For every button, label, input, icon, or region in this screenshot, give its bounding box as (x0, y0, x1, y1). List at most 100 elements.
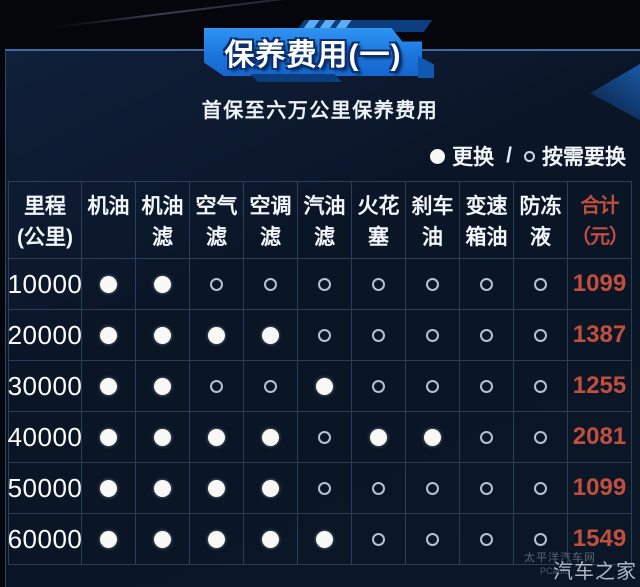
column-header: 空气滤 (190, 182, 244, 259)
column-header-line: 滤 (152, 226, 173, 249)
filled-circle-icon (208, 428, 225, 446)
empty-circle-icon (318, 481, 331, 495)
filled-circle-icon (100, 377, 117, 395)
mark-cell (460, 310, 514, 361)
legend: 更换 / 按需要换 (430, 141, 626, 171)
empty-circle-icon (524, 150, 535, 162)
mark-cell (190, 361, 244, 412)
empty-circle-icon (318, 430, 331, 444)
empty-circle-icon (480, 430, 493, 444)
column-header-line: 刹车 (411, 195, 454, 218)
total-cell: 1549 (568, 514, 632, 565)
column-header: 防冻液 (514, 182, 568, 259)
mark-cell (514, 310, 568, 361)
mark-cell (82, 463, 136, 514)
empty-circle-icon (372, 379, 385, 393)
empty-circle-icon (534, 481, 547, 495)
mileage-cell: 60000 (8, 514, 82, 565)
mark-cell (406, 259, 460, 310)
mark-cell (352, 463, 406, 514)
page-title: 保养费用(一) (224, 39, 402, 72)
column-header-line: 合计 (580, 195, 620, 217)
mark-cell (190, 412, 244, 463)
banner-bottom-tab (250, 74, 342, 82)
table-subtitle: 首保至六万公里保养费用 (201, 100, 439, 122)
empty-circle-icon (480, 481, 493, 495)
filled-circle-icon (262, 326, 279, 344)
watermark-site: 太平洋汽车网 (524, 552, 596, 564)
column-header-line: 火花 (357, 195, 400, 218)
mark-cell (136, 361, 190, 412)
empty-circle-icon (426, 379, 439, 393)
column-header: 汽油滤 (298, 182, 352, 259)
mark-cell (136, 310, 190, 361)
filled-circle-icon (154, 377, 171, 395)
empty-circle-icon (210, 277, 223, 291)
column-header: 火花塞 (352, 182, 406, 259)
mark-cell (244, 412, 298, 463)
filled-circle-icon (316, 377, 333, 395)
empty-circle-icon (426, 532, 439, 546)
mileage-cell: 40000 (8, 412, 82, 463)
mark-cell (244, 310, 298, 361)
mark-cell (514, 514, 568, 565)
column-header-line: 里程 (24, 195, 66, 218)
filled-circle-icon (100, 326, 117, 344)
mark-cell (136, 259, 190, 310)
column-header-line: 滤 (314, 226, 335, 249)
mark-cell (352, 259, 406, 310)
total-cell: 1099 (568, 259, 632, 310)
mark-cell (82, 310, 136, 361)
column-header: 变速 箱油 (460, 182, 514, 259)
mark-cell (298, 310, 352, 361)
column-header-line: 防冻 (519, 195, 562, 218)
mark-cell (406, 412, 460, 463)
empty-circle-icon (480, 532, 493, 546)
mark-cell (460, 514, 514, 565)
filled-circle-icon (208, 326, 225, 344)
filled-circle-icon (316, 530, 333, 548)
mark-cell (352, 412, 406, 463)
mileage-cell: 10000 (8, 259, 82, 310)
mark-cell (190, 310, 244, 361)
legend-filled-label: 更换 (452, 146, 495, 169)
legend-empty-label: 按需要换 (542, 146, 626, 169)
mark-cell (352, 361, 406, 412)
mark-cell (460, 412, 514, 463)
main-panel (5, 49, 640, 587)
mark-cell (406, 361, 460, 412)
mark-cell (82, 259, 136, 310)
empty-circle-icon (210, 379, 223, 393)
mark-cell (514, 259, 568, 310)
column-header-line: （元） (571, 226, 629, 248)
empty-circle-icon (480, 328, 493, 342)
total-cell: 1099 (568, 463, 632, 514)
empty-circle-icon (534, 379, 547, 393)
mileage-cell: 50000 (8, 463, 82, 514)
mark-cell (82, 361, 136, 412)
filled-circle-icon (100, 479, 117, 497)
mark-cell (298, 463, 352, 514)
mark-cell (244, 259, 298, 310)
empty-circle-icon (426, 481, 439, 495)
mark-cell (514, 361, 568, 412)
filled-circle-icon (430, 148, 446, 164)
empty-circle-icon (480, 277, 493, 291)
empty-circle-icon (426, 277, 439, 291)
mark-cell (514, 412, 568, 463)
mark-cell (406, 310, 460, 361)
filled-circle-icon (154, 479, 171, 497)
empty-circle-icon (534, 430, 547, 444)
empty-circle-icon (372, 532, 385, 546)
column-header: 机油滤 (136, 182, 190, 259)
empty-circle-icon (318, 277, 331, 291)
empty-circle-icon (480, 379, 493, 393)
column-header-line: 变速 (465, 195, 508, 218)
column-header-line: 滤 (206, 226, 227, 249)
empty-circle-icon (426, 328, 439, 342)
filled-circle-icon (154, 275, 171, 293)
column-header-line: 空气 (195, 195, 238, 218)
total-cell: 1255 (568, 361, 632, 412)
banner-body: 保养费用(一) (204, 28, 422, 76)
mark-cell (136, 412, 190, 463)
